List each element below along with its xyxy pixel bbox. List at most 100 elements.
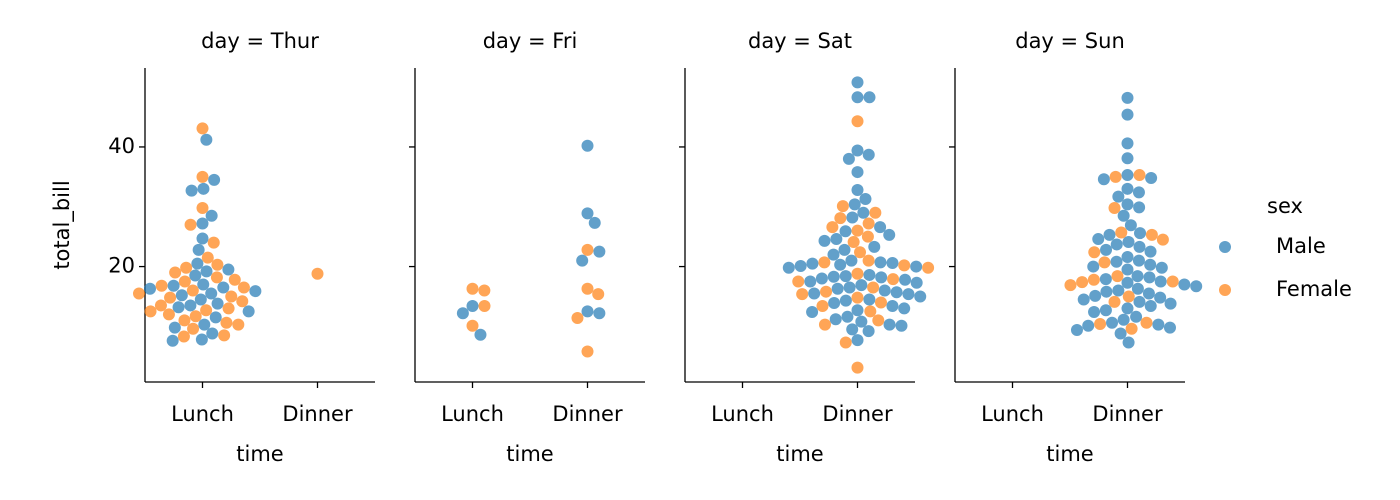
- point: [175, 289, 188, 302]
- y-tick-label: 20: [108, 254, 135, 278]
- point: [168, 321, 181, 334]
- point: [185, 184, 198, 197]
- point: [782, 261, 795, 274]
- x-tick-label: Lunch: [711, 402, 774, 426]
- point: [1156, 233, 1169, 246]
- point: [872, 314, 885, 327]
- point: [1110, 255, 1123, 268]
- point: [838, 243, 851, 256]
- point: [792, 275, 805, 288]
- point: [456, 307, 469, 320]
- legend-label: Male: [1276, 234, 1326, 258]
- point: [196, 232, 209, 245]
- point: [209, 311, 222, 324]
- point: [1164, 297, 1177, 310]
- point: [197, 182, 210, 195]
- point: [839, 270, 852, 283]
- x-axis-label: time: [776, 442, 823, 466]
- point: [848, 198, 861, 211]
- point: [162, 308, 175, 321]
- point: [1121, 276, 1134, 289]
- facet-title: day = Sat: [748, 29, 852, 53]
- facet-title: day = Sun: [1015, 29, 1125, 53]
- point: [178, 275, 191, 288]
- point: [196, 217, 209, 230]
- point: [466, 300, 479, 313]
- point: [167, 279, 180, 292]
- point: [581, 345, 594, 358]
- point: [854, 246, 867, 259]
- point: [902, 288, 915, 301]
- point: [200, 304, 213, 317]
- point: [1114, 327, 1127, 340]
- point: [581, 139, 594, 152]
- point: [851, 166, 864, 179]
- point: [815, 272, 828, 285]
- x-tick-label: Lunch: [171, 402, 234, 426]
- point: [1122, 290, 1135, 303]
- point: [843, 281, 856, 294]
- point: [1133, 295, 1146, 308]
- point: [1092, 233, 1105, 246]
- point: [155, 279, 168, 292]
- point: [217, 281, 230, 294]
- point: [851, 144, 864, 157]
- point: [808, 287, 821, 300]
- point: [910, 260, 923, 273]
- point: [222, 302, 235, 315]
- point: [863, 268, 876, 281]
- point: [187, 322, 200, 335]
- point: [1121, 263, 1134, 276]
- point: [842, 152, 855, 165]
- point: [1112, 190, 1125, 203]
- point: [478, 284, 491, 297]
- point: [851, 361, 864, 374]
- point: [863, 293, 876, 306]
- point: [839, 294, 852, 307]
- point: [851, 91, 864, 104]
- point: [829, 313, 842, 326]
- point: [874, 256, 887, 269]
- point: [1155, 261, 1168, 274]
- point: [1087, 260, 1100, 273]
- point: [222, 263, 235, 276]
- point: [1134, 227, 1147, 240]
- point: [827, 270, 840, 283]
- y-tick-label: 40: [108, 134, 135, 158]
- x-tick-label: Dinner: [822, 402, 893, 426]
- point: [1108, 201, 1121, 214]
- point: [571, 312, 584, 325]
- point: [1077, 293, 1090, 306]
- point: [144, 282, 157, 295]
- point: [839, 225, 852, 238]
- legend-label: Female: [1276, 277, 1352, 301]
- point: [851, 184, 864, 197]
- point: [857, 206, 870, 219]
- point: [855, 279, 868, 292]
- point: [794, 259, 807, 272]
- point: [898, 259, 911, 272]
- point: [834, 258, 847, 271]
- point: [883, 318, 896, 331]
- point: [206, 327, 219, 340]
- point: [867, 281, 880, 294]
- point: [1117, 313, 1130, 326]
- point: [1087, 273, 1100, 286]
- point: [875, 271, 888, 284]
- point: [886, 300, 899, 313]
- point: [874, 296, 887, 309]
- point: [1125, 322, 1138, 335]
- point: [820, 285, 833, 298]
- point: [883, 228, 896, 241]
- point: [847, 236, 860, 249]
- point: [166, 334, 179, 347]
- point: [236, 295, 249, 308]
- point: [197, 278, 210, 291]
- x-tick-label: Lunch: [981, 402, 1044, 426]
- point: [864, 305, 877, 318]
- point: [1082, 319, 1095, 332]
- point: [1190, 280, 1203, 293]
- point: [1121, 250, 1134, 263]
- point: [1131, 270, 1144, 283]
